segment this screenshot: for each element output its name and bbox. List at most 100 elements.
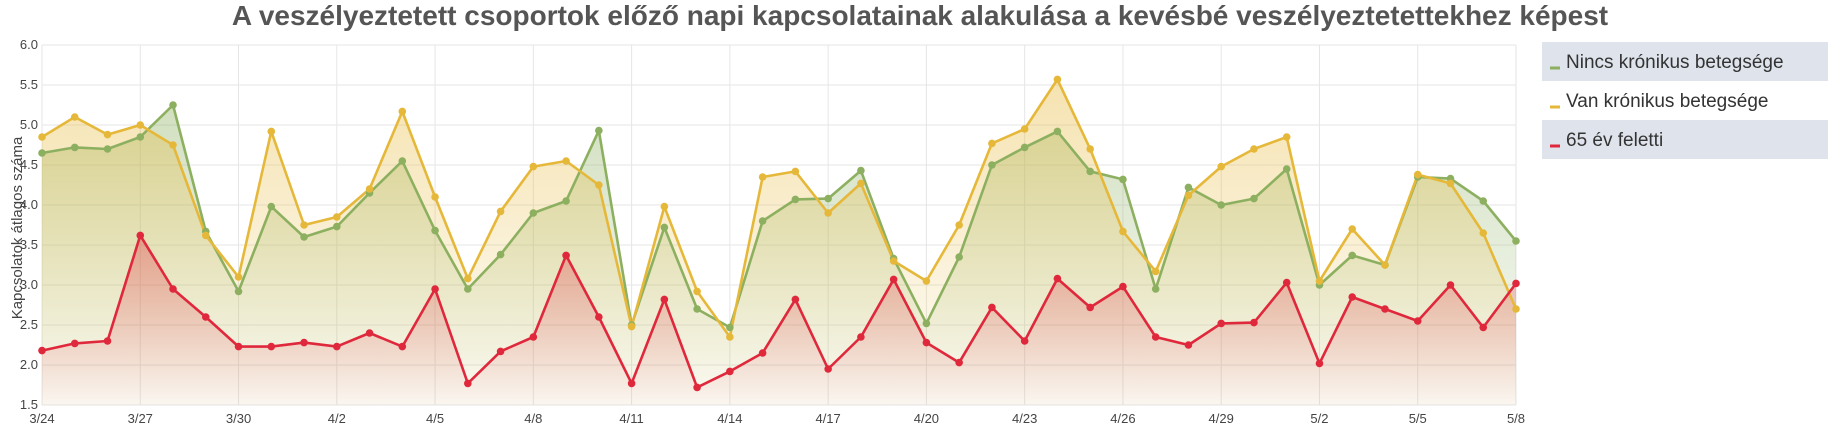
data-point [38, 133, 46, 141]
x-tick-label: 4/11 [619, 411, 643, 426]
data-point [136, 121, 145, 129]
y-tick-label: 6.0 [20, 37, 38, 52]
y-tick-label: 2.5 [20, 317, 38, 332]
data-point [1184, 183, 1193, 192]
data-point [562, 157, 570, 165]
data-point [201, 313, 210, 321]
data-point [1119, 175, 1127, 184]
data-point [922, 319, 931, 328]
data-point [824, 365, 832, 373]
data-point [889, 257, 898, 265]
data-point [496, 207, 505, 216]
data-point [824, 194, 832, 203]
x-tick-label: 4/5 [426, 411, 444, 426]
series-points [38, 75, 1520, 392]
data-point [693, 383, 701, 392]
data-point [1282, 278, 1291, 287]
data-point [234, 273, 243, 281]
data-point [758, 349, 767, 357]
data-point [1086, 303, 1094, 312]
data-point [627, 322, 636, 331]
data-point [922, 277, 931, 285]
data-point [398, 107, 407, 116]
series-lines [41, 78, 1518, 389]
data-point [267, 202, 276, 211]
data-point [1250, 318, 1258, 327]
data-point [1479, 323, 1488, 332]
data-point [1315, 359, 1324, 368]
data-point [1315, 277, 1324, 285]
data-point [1053, 274, 1062, 283]
legend-item-bg [1542, 120, 1828, 159]
data-point [1053, 127, 1062, 136]
data-point [267, 127, 276, 136]
x-tick-label: 5/2 [1310, 411, 1328, 426]
y-tick-label: 4.5 [20, 157, 38, 172]
data-point [365, 185, 374, 193]
data-point [431, 285, 439, 293]
data-point [1446, 179, 1455, 188]
data-point [726, 367, 734, 376]
x-tick-label: 4/8 [524, 411, 542, 426]
data-point [70, 143, 79, 152]
data-point [562, 197, 570, 205]
series-line [41, 234, 1518, 389]
data-point [988, 161, 996, 169]
data-point [103, 130, 112, 139]
y-axis-ticks: 1.5 2.0 2.5 3.0 3.5 4.0 4.5 5.0 5.5 6.0 [20, 37, 38, 412]
data-point [1512, 279, 1520, 288]
data-point [693, 287, 701, 296]
data-point [1479, 197, 1488, 205]
data-point [824, 209, 832, 217]
data-point [464, 379, 472, 388]
data-point [857, 179, 865, 188]
data-point [857, 166, 865, 175]
data-point [660, 223, 669, 232]
series-areas [42, 79, 1516, 406]
data-point [496, 250, 505, 259]
data-point [136, 133, 145, 141]
data-point [333, 342, 341, 351]
data-point [1250, 194, 1258, 203]
x-axis-ticks: 3/24 3/27 3/30 4/2 4/5 4/8 4/11 4/14 4/17 4/20 4/2… [29, 411, 1525, 426]
data-point [1446, 281, 1455, 289]
legend-item-label: 65 év feletti [1566, 130, 1663, 151]
data-point [660, 295, 669, 304]
data-point [1348, 251, 1357, 260]
data-point [693, 305, 701, 313]
x-tick-label: 4/20 [914, 411, 939, 426]
data-point [1151, 285, 1160, 293]
x-tick-label: 4/29 [1209, 411, 1234, 426]
data-point [955, 358, 963, 367]
data-point [529, 162, 538, 171]
data-point [333, 222, 341, 231]
data-point [791, 295, 800, 304]
data-point [1479, 229, 1488, 237]
y-axis-label: Kapcsolatok átlagos száma [9, 136, 26, 319]
data-point [38, 346, 46, 355]
data-point [627, 379, 636, 388]
data-point [1413, 170, 1422, 179]
data-point [955, 253, 963, 261]
data-point [857, 333, 865, 341]
data-point [464, 274, 472, 283]
data-point [791, 195, 800, 204]
y-tick-label: 2.0 [20, 357, 38, 372]
data-point [267, 342, 276, 351]
data-point [38, 149, 46, 157]
series-area [42, 235, 1516, 405]
data-point [1086, 145, 1094, 153]
series-line [41, 103, 1518, 329]
data-point [595, 181, 603, 189]
y-tick-label: 4.0 [20, 197, 38, 212]
data-point [431, 226, 439, 235]
x-tick-label: 4/23 [1012, 411, 1037, 426]
data-point [562, 251, 570, 260]
data-point [169, 141, 177, 149]
legend: Nincs krónikus betegsége Van krónikus bet… [1542, 42, 1828, 159]
y-tick-label: 3.5 [20, 237, 38, 252]
data-point [1348, 225, 1357, 233]
data-point [988, 139, 996, 148]
data-point [1184, 341, 1193, 349]
